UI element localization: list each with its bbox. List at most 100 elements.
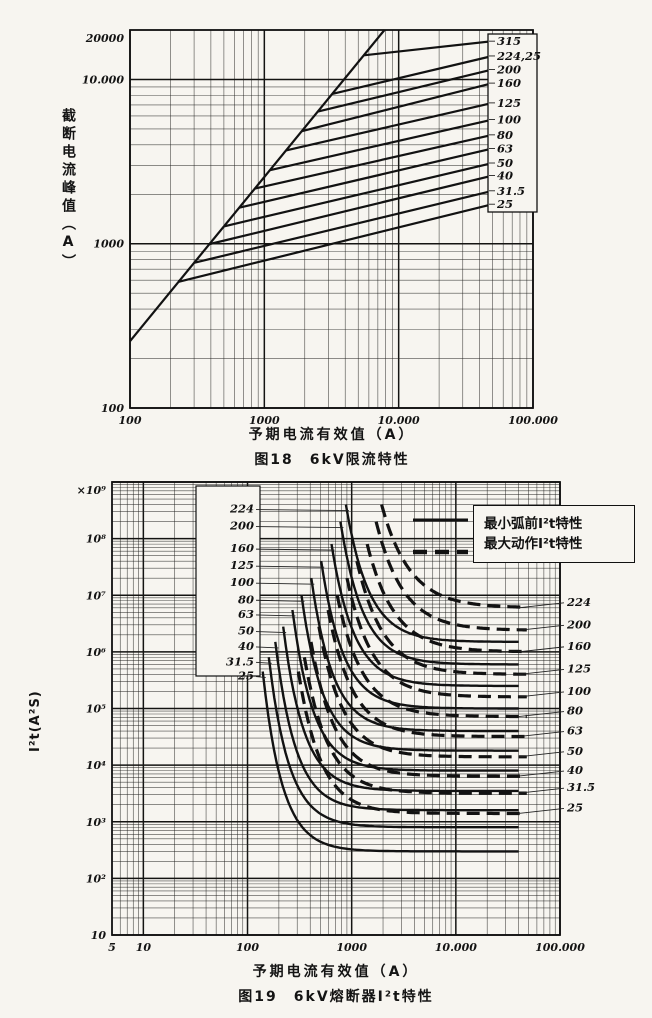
right-rating-leader <box>518 646 565 653</box>
right-rating-label: 25 <box>566 800 583 814</box>
legend-min-prearc-label: 最小弧前I²t特性 <box>484 515 583 532</box>
min-prearc-curve-125 <box>320 561 519 710</box>
cutoff-curve-80 <box>254 124 534 190</box>
right-rating-label: 200 <box>566 617 591 631</box>
left-rating-leader <box>255 565 325 568</box>
left-rating-leader <box>255 631 287 634</box>
fig19-x-axis-label: 予期电流有效值（A） <box>252 964 420 980</box>
min-prearc-curve-100 <box>310 578 519 733</box>
left-rating-leader <box>255 526 344 529</box>
right-rating-leader <box>518 808 565 814</box>
x-tick-label: 10.000 <box>378 414 420 427</box>
cutoff-curve-25 <box>178 193 534 283</box>
min-prearc-curve-224 <box>344 504 519 643</box>
rating-label: 63 <box>497 141 513 155</box>
min-prearc-curve-31.5 <box>267 657 519 829</box>
fig18-grid <box>129 29 534 409</box>
left-rating-leader <box>255 676 266 678</box>
left-rating-leader <box>255 548 335 551</box>
x-tick-label: 1000 <box>336 941 367 954</box>
y-tick-label: 10 <box>91 929 107 942</box>
min-prearc-curve-40 <box>274 641 519 812</box>
max-operating-curve-125 <box>355 560 527 676</box>
cutoff-curve-40 <box>209 164 534 246</box>
right-rating-label: 63 <box>567 724 583 738</box>
fig18-x-axis-label: 予期电流有效值（A） <box>248 427 416 443</box>
fig18-curves <box>129 29 534 342</box>
left-rating-label: 63 <box>238 607 254 621</box>
y-tick-label: 10⁸ <box>86 533 106 546</box>
rating-label: 100 <box>497 113 521 127</box>
right-rating-leader <box>518 602 565 609</box>
right-rating-leader <box>518 751 565 758</box>
rating-label: 80 <box>497 128 513 142</box>
min-prearc-curve-80 <box>300 595 519 752</box>
left-rating-label: 125 <box>230 558 254 572</box>
left-rating-leader <box>255 582 315 585</box>
y-tick-label: 10³ <box>86 816 106 829</box>
y-tick-label: 10⁴ <box>86 759 106 772</box>
max-operating-curve-200 <box>374 521 527 632</box>
plot-frame <box>111 481 561 936</box>
left-rating-label: 50 <box>238 624 254 638</box>
right-rating-label: 80 <box>567 704 583 718</box>
max-operating-curve-40 <box>309 641 527 778</box>
max-operating-curve-100 <box>345 577 527 699</box>
right-rating-label: 31.5 <box>567 780 595 794</box>
min-prearc-curve-200 <box>339 521 519 666</box>
left-rating-label: 40 <box>238 639 254 653</box>
y-tick-label: 10.000 <box>82 73 124 86</box>
left-rating-label: 31.5 <box>226 654 254 668</box>
y-tick-label: 10² <box>86 872 106 885</box>
left-rating-leader <box>255 509 349 511</box>
legend-max-operating-label: 最大动作I²t特性 <box>484 535 583 552</box>
fig19-right-rating-labels: 224 200 160 125 100 80 63 50 40 31.5 25 <box>518 595 595 814</box>
min-prearc-curve-160 <box>330 543 519 688</box>
left-rating-label: 80 <box>238 592 254 606</box>
x-tick-label: 100.000 <box>535 941 585 954</box>
left-rating-label: 224 <box>229 502 254 516</box>
left-rating-label: 25 <box>237 669 254 683</box>
min-prearc-curve-25 <box>261 671 519 853</box>
max-operating-curve-160 <box>365 543 527 654</box>
left-rating-leader <box>255 646 279 649</box>
x-tick-label: 1000 <box>249 414 280 427</box>
fig19-legend-box: 最小弧前I²t特性 最大动作I²t特性 <box>473 505 635 563</box>
left-rating-label: 200 <box>229 519 254 533</box>
right-rating-label: 50 <box>567 744 583 758</box>
left-rating-leader <box>255 661 272 664</box>
max-operating-curve-25 <box>296 671 527 816</box>
max-operating-curve-80 <box>335 594 527 719</box>
rating-label: 224,25 <box>496 49 541 63</box>
right-rating-leader <box>518 787 565 794</box>
right-rating-leader <box>518 711 565 718</box>
x-tick-label: 5 <box>108 941 116 954</box>
fig19-legend-swatches <box>413 518 468 555</box>
max-operating-curve-31.5 <box>302 657 527 795</box>
right-rating-label: 40 <box>567 763 583 777</box>
right-rating-leader <box>518 770 565 777</box>
y-tick-label: ×10⁹ <box>77 484 107 497</box>
fig19-curves <box>261 504 527 853</box>
rating-label: 40 <box>497 169 513 183</box>
max-operating-curve-63 <box>326 609 527 739</box>
rating-label: 50 <box>497 156 513 170</box>
left-rating-label: 160 <box>230 541 254 555</box>
right-rating-label: 125 <box>567 661 591 675</box>
rating-label: 200 <box>496 62 521 76</box>
left-rating-label: 100 <box>230 575 254 589</box>
fig18-y-axis-title: 截断电流峰值（A） <box>60 108 76 272</box>
max-operating-curve-50 <box>317 626 527 759</box>
fig19-y-axis-title: I²t(A²S) <box>28 690 43 752</box>
y-tick-label: 1000 <box>93 238 124 251</box>
right-rating-label: 100 <box>567 684 591 698</box>
left-rating-leader <box>255 614 296 617</box>
rating-label: 125 <box>497 96 521 110</box>
